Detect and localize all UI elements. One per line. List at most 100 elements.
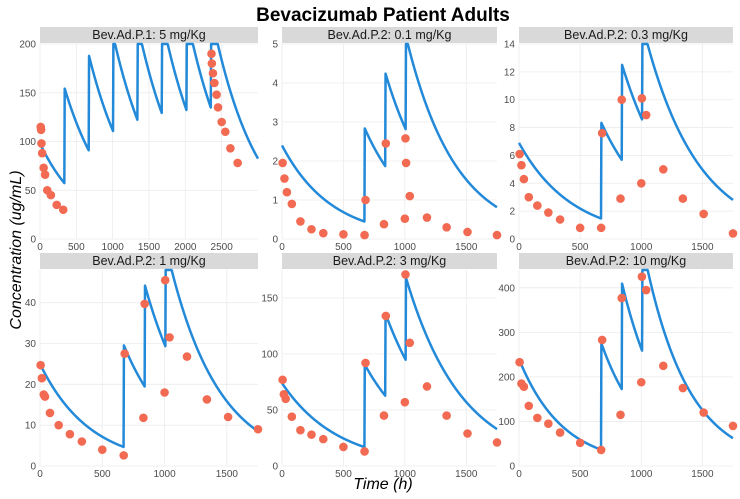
- observation-point: [77, 437, 87, 446]
- observation-point: [636, 377, 646, 387]
- observation-point: [37, 148, 47, 158]
- observation-point: [533, 413, 542, 423]
- panel-title: Bev.Ad.P.2: 0.3 mg/Kg: [564, 28, 688, 42]
- panel-strip: [40, 253, 258, 269]
- y-tick-label: 2: [272, 157, 278, 168]
- observation-point: [401, 270, 410, 279]
- y-tick-label: 50: [267, 406, 279, 417]
- x-tick-label: 0: [37, 469, 43, 480]
- observation-point: [140, 299, 149, 309]
- observation-point: [119, 451, 129, 460]
- observation-point: [519, 174, 529, 184]
- observation-point: [361, 358, 370, 368]
- observation-point: [678, 383, 688, 393]
- observation-point: [544, 208, 553, 217]
- observation-point: [699, 209, 708, 219]
- observation-point: [400, 214, 410, 224]
- y-axis-title: Concentration (ug/mL): [8, 170, 25, 329]
- observation-point: [422, 382, 432, 391]
- observation-point: [339, 230, 348, 239]
- observation-point: [253, 424, 263, 434]
- observation-point: [208, 68, 218, 78]
- x-tick-label: 1500: [138, 242, 161, 253]
- panel-6: Bev.Ad.P.2: 10 mg/Kg 0 100 200 300 400 0 500 100…: [498, 253, 738, 480]
- observation-point: [296, 425, 305, 435]
- observation-point: [182, 352, 192, 361]
- observation-point: [401, 158, 411, 168]
- observation-point: [596, 223, 606, 233]
- y-tick-label: 3: [272, 118, 278, 129]
- observation-point: [616, 194, 625, 203]
- panel-title: Bev.Ad.P.2: 10 mg/Kg: [566, 254, 686, 268]
- observation-point: [307, 430, 316, 439]
- observation-point: [97, 445, 107, 454]
- y-tick-label: 4: [509, 179, 515, 190]
- observation-point: [379, 411, 389, 420]
- observation-point: [282, 187, 292, 197]
- observation-point: [524, 192, 534, 202]
- observation-point: [339, 442, 348, 452]
- observation-point: [54, 420, 63, 430]
- observation-point: [160, 388, 169, 397]
- x-tick-label: 1500: [691, 469, 714, 480]
- y-tick-label: 10: [25, 421, 37, 432]
- observation-point: [658, 361, 668, 371]
- observation-point: [360, 447, 369, 456]
- y-tick-label: 0: [509, 462, 515, 473]
- y-tick-label: 20: [25, 380, 37, 391]
- observation-point: [37, 373, 47, 383]
- x-axis-title: Time (h): [353, 476, 412, 493]
- x-tick-label: 0: [516, 242, 522, 253]
- observation-point: [400, 397, 410, 407]
- observation-point: [597, 335, 607, 345]
- x-tick-label: 1000: [630, 242, 653, 253]
- y-tick-label: 0: [30, 462, 36, 473]
- observation-point: [210, 78, 219, 88]
- observation-point: [58, 205, 68, 215]
- observation-point: [45, 408, 55, 418]
- observation-point: [442, 411, 451, 420]
- observation-point: [636, 178, 646, 188]
- observation-point: [202, 395, 212, 404]
- x-tick-label: 1000: [153, 469, 176, 480]
- panel-plot-area: [282, 270, 497, 466]
- observation-point: [52, 200, 62, 210]
- x-tick-label: 1000: [394, 469, 417, 480]
- observation-point: [278, 158, 287, 168]
- y-tick-label: 50: [25, 186, 37, 197]
- y-tick-label: 0: [272, 462, 278, 473]
- observation-point: [544, 419, 553, 428]
- observation-point: [641, 110, 651, 120]
- observation-point: [641, 285, 651, 295]
- observation-point: [442, 223, 451, 232]
- y-tick-label: 100: [498, 417, 515, 428]
- observation-point: [405, 338, 415, 348]
- observation-point: [515, 149, 524, 159]
- observation-point: [165, 333, 174, 342]
- observation-point: [381, 139, 391, 148]
- model-prediction-line: [38, 268, 259, 449]
- observation-point: [207, 49, 216, 59]
- observation-point: [524, 401, 534, 411]
- observation-point: [120, 349, 130, 359]
- observation-point: [46, 190, 56, 200]
- x-tick-label: 500: [335, 242, 352, 253]
- panel-title: Bev.Ad.P.2: 0.1 mg/Kg: [328, 28, 452, 42]
- x-tick-label: 1000: [630, 469, 653, 480]
- x-tick-label: 500: [68, 242, 85, 253]
- observation-point: [555, 428, 565, 437]
- y-tick-label: 8: [509, 123, 515, 134]
- observation-point: [221, 127, 230, 137]
- observation-point: [637, 94, 647, 103]
- model-prediction-line: [517, 268, 734, 451]
- y-tick-label: 400: [498, 283, 515, 294]
- x-tick-label: 1000: [102, 242, 125, 253]
- y-tick-label: 150: [261, 294, 278, 305]
- observation-point: [617, 95, 627, 105]
- observation-point: [658, 165, 668, 174]
- observation-point: [575, 223, 585, 233]
- observation-point: [533, 201, 542, 210]
- observation-point: [401, 134, 410, 143]
